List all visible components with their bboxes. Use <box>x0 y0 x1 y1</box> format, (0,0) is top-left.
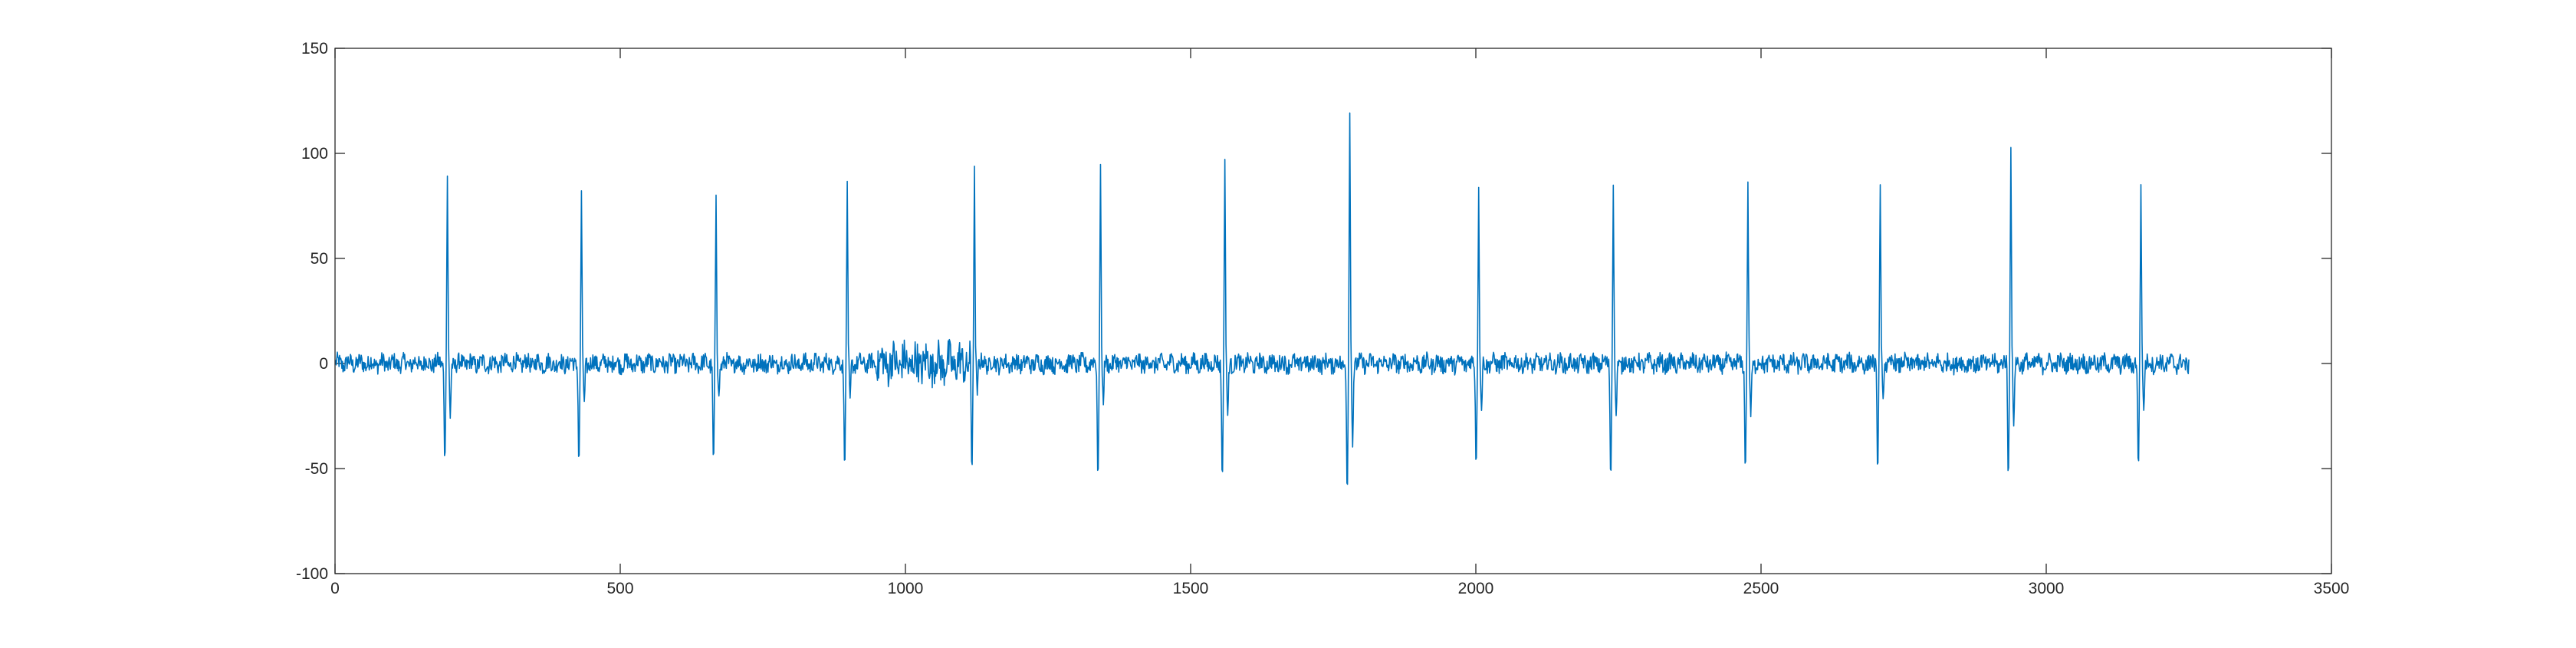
y-tick-label: -100 <box>296 565 328 583</box>
y-tick-label: 0 <box>319 355 328 373</box>
y-tick-label: 150 <box>301 40 328 58</box>
series-line <box>334 112 2190 485</box>
y-tick-label: 100 <box>301 145 328 163</box>
axes-box <box>334 48 2332 574</box>
x-tick-label: 0 <box>330 580 340 597</box>
y-tick-label: -50 <box>305 460 328 478</box>
x-tick-label: 3500 <box>2314 580 2350 597</box>
x-tick-label: 1500 <box>1173 580 1209 597</box>
axes-background <box>335 48 2331 574</box>
x-tick-label: 3000 <box>2029 580 2065 597</box>
x-tick-label: 2500 <box>1743 580 1779 597</box>
x-tick-label: 1000 <box>888 580 924 597</box>
y-tick-label: 50 <box>310 250 328 268</box>
axis-tick-labels: 0 500 1000 1500 2000 2500 3000 3500 -100 -50 0 50 10… <box>296 40 2349 597</box>
x-tick-label: 2000 <box>1458 580 1494 597</box>
x-tick-label: 500 <box>606 580 633 597</box>
